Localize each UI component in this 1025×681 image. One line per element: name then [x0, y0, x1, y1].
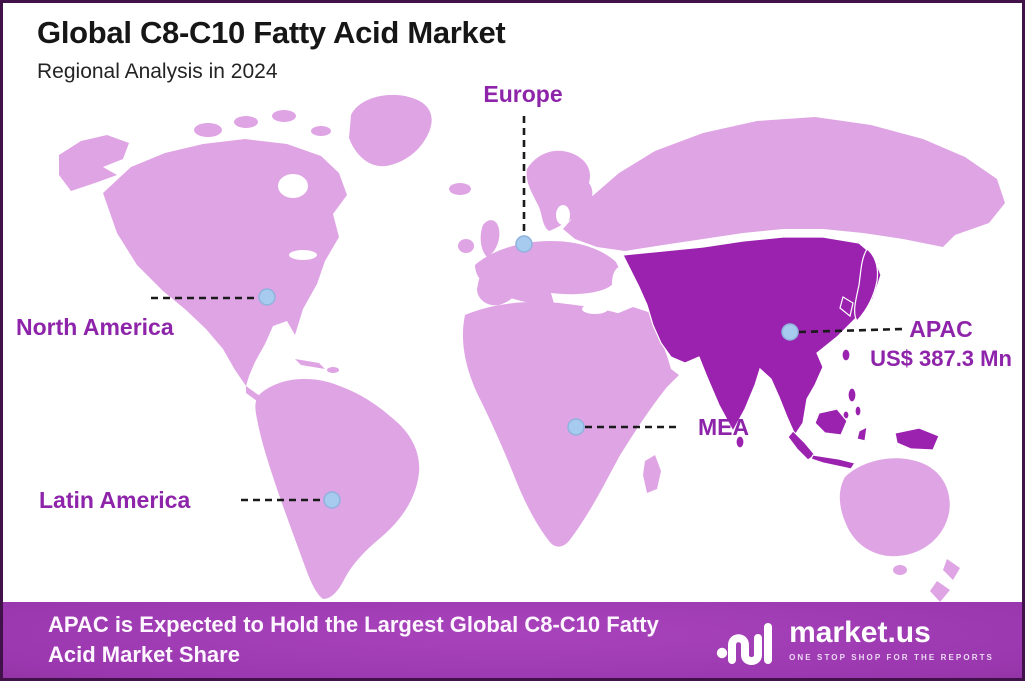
map-region-philippines [854, 405, 862, 417]
map-land-australia [839, 458, 950, 557]
map-land-new-zealand [930, 559, 960, 602]
region-label-apac: APAC US$ 387.3 Mn [859, 316, 1022, 372]
black-sea [582, 304, 608, 314]
map-land-iberia [477, 275, 519, 306]
map-land-greenland [349, 94, 432, 167]
map-land-south-america [255, 378, 420, 599]
marker-dot-europe [515, 235, 533, 253]
marketus-logo: market.us ONE STOP SHOP FOR THE REPORTS [715, 614, 994, 666]
leader-line-apac [798, 327, 904, 334]
logo-tagline: ONE STOP SHOP FOR THE REPORTS [789, 653, 994, 662]
region-label-latin-america: Latin America [39, 487, 191, 513]
map-land-europe [475, 241, 620, 324]
page-subtitle: Regional Analysis in 2024 [37, 60, 278, 83]
map-region-sulawesi [856, 425, 868, 442]
map-land-ireland [458, 239, 474, 253]
map-region-taiwan [841, 348, 851, 362]
hudson-bay [278, 174, 308, 198]
marker-dot-apac [781, 323, 799, 341]
region-value-apac: US$ 387.3 Mn [870, 346, 1012, 371]
map-land-north-america [103, 139, 347, 386]
header: Global C8-C10 Fatty Acid Market Regional… [37, 15, 506, 84]
map-land-scandinavia [526, 150, 593, 231]
map-land-cuba [295, 359, 325, 369]
caspian-sea [612, 267, 628, 299]
baltic-sea [556, 205, 570, 225]
logo-text: market.us ONE STOP SHOP FOR THE REPORTS [789, 616, 994, 663]
map-region-japan [854, 248, 879, 322]
map-region-apac-highlighted [622, 236, 882, 437]
map-region-philippines [847, 387, 857, 403]
region-label-north-america: North America [16, 314, 174, 340]
region-label-apac-name: APAC [909, 316, 973, 342]
map-region-korea [839, 296, 854, 318]
map-land-hispaniola [327, 367, 339, 373]
banner-text: APAC is Expected to Hold the Largest Glo… [48, 610, 659, 671]
region-label-mea: MEA [698, 414, 750, 440]
page-title: Global C8-C10 Fatty Acid Market [37, 15, 506, 50]
map-land-arctic-island [272, 110, 296, 122]
map-land-alaska [59, 135, 129, 191]
map-land-madagascar [643, 455, 661, 493]
marketus-logo-icon [716, 623, 773, 665]
map-land-uk [480, 220, 500, 257]
region-label-europe: Europe [483, 81, 563, 107]
footer-banner: APAC is Expected to Hold the Largest Glo… [3, 602, 1022, 678]
map-region-borneo [814, 408, 848, 436]
marker-dot-mea [567, 418, 585, 436]
marker-dot-latin-america [323, 491, 341, 509]
map-land-arctic-island [194, 123, 222, 137]
map-land-tasmania [893, 565, 907, 575]
map-region-java [810, 454, 856, 470]
marker-dot-north-america [258, 288, 276, 306]
map-land-russia [563, 117, 1005, 251]
banner-line-2: Acid Market Share [48, 642, 240, 667]
map-region-new-guinea [894, 427, 940, 451]
map-region-sri-lanka [735, 435, 745, 449]
logo-name: market.us [789, 616, 931, 649]
world-map [59, 94, 1005, 611]
great-lakes [289, 250, 317, 260]
map-land-iceland [449, 183, 471, 195]
map-land-arctic-island [234, 116, 258, 128]
map-region-sumatra [787, 430, 816, 461]
banner-line-1: APAC is Expected to Hold the Largest Glo… [48, 611, 659, 637]
map-land-arctic-island [311, 126, 331, 136]
